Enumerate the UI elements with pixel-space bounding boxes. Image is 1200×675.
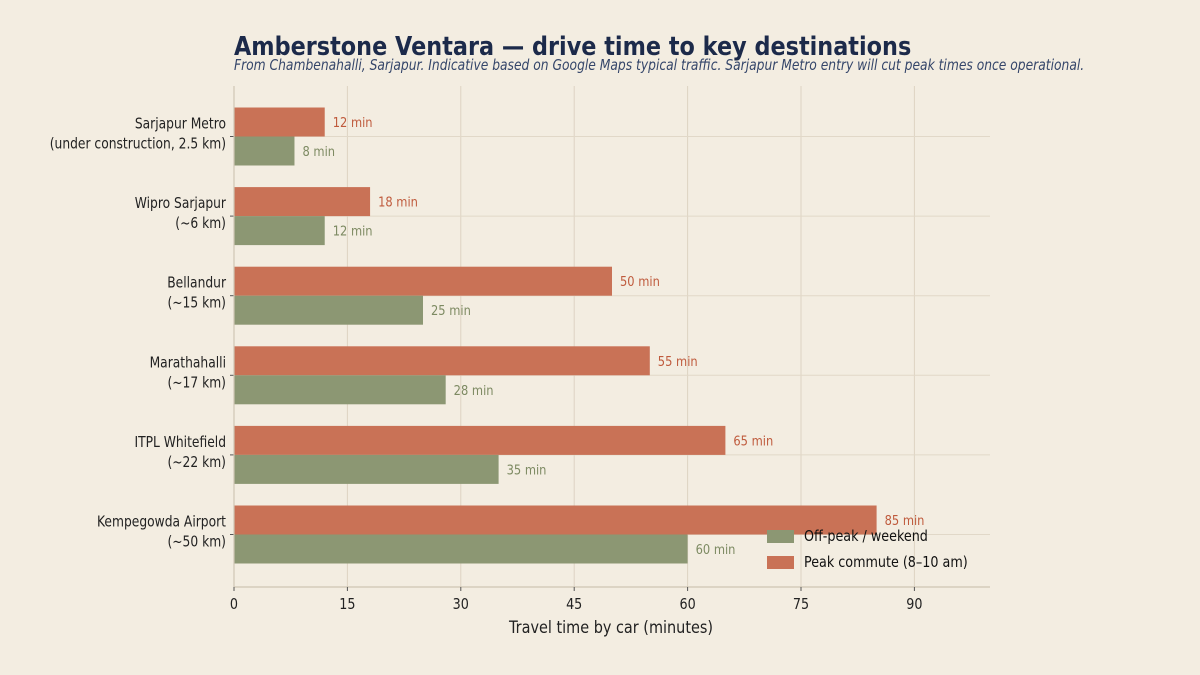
category-label: (~22 km) (167, 454, 226, 471)
data-label-peak: 55 min (658, 353, 698, 369)
category-label: Sarjapur Metro (135, 115, 226, 132)
bar-offpeak (234, 295, 423, 325)
bar-peak (234, 425, 726, 455)
x-axis-title: Travel time by car (minutes) (508, 617, 713, 637)
data-label-peak: 50 min (620, 273, 660, 289)
category-label: (~17 km) (167, 374, 226, 391)
data-label-offpeak: 60 min (696, 541, 736, 557)
data-label-peak: 18 min (378, 194, 418, 210)
bar-peak (234, 107, 325, 137)
legend-swatch-offpeak (767, 530, 794, 543)
bar-offpeak (234, 534, 688, 564)
category-label: Kempegowda Airport (97, 513, 227, 530)
data-label-peak: 85 min (885, 512, 925, 528)
bar-peak (234, 346, 650, 376)
data-label-offpeak: 28 min (454, 382, 494, 398)
category-label: (under construction, 2.5 km) (50, 135, 226, 152)
category-label: (~6 km) (175, 215, 226, 232)
bar-peak (234, 266, 612, 296)
data-label-offpeak: 35 min (507, 461, 547, 477)
category-label: Marathahalli (150, 354, 226, 371)
chart-title: Amberstone Ventara — drive time to key d… (234, 32, 912, 62)
category-label: (~50 km) (167, 533, 226, 550)
bar-offpeak (234, 136, 295, 166)
category-label: Wipro Sarjapur (135, 195, 227, 212)
x-tick-label: 60 (679, 596, 695, 613)
x-tick-label: 30 (453, 596, 469, 613)
bar-offpeak (234, 375, 446, 405)
legend-label-peak: Peak commute (8–10 am) (804, 554, 968, 571)
x-tick-label: 75 (793, 596, 809, 613)
x-tick-label: 0 (230, 596, 238, 613)
legend-label-offpeak: Off-peak / weekend (804, 528, 928, 545)
data-label-offpeak: 8 min (302, 143, 335, 159)
x-tick-label: 45 (566, 596, 582, 613)
data-label-offpeak: 25 min (431, 302, 471, 318)
bar-offpeak (234, 216, 325, 246)
x-tick-label: 90 (906, 596, 922, 613)
data-label-peak: 65 min (733, 432, 773, 448)
category-label: Bellandur (167, 275, 226, 292)
x-tick-label: 15 (339, 596, 355, 613)
bar-offpeak (234, 454, 499, 484)
data-label-peak: 12 min (333, 114, 373, 130)
chart-subtitle: From Chambenahalli, Sarjapur. Indicative… (234, 56, 1085, 74)
category-label: (~15 km) (167, 295, 226, 312)
legend-swatch-peak (767, 556, 794, 569)
bar-peak (234, 505, 877, 535)
category-label: ITPL Whitefield (134, 434, 226, 451)
data-label-offpeak: 12 min (333, 223, 373, 239)
bar-peak (234, 187, 371, 217)
